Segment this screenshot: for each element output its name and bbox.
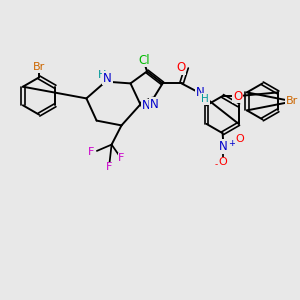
Text: Cl: Cl — [139, 53, 150, 67]
Text: N: N — [219, 140, 228, 153]
Text: +: + — [228, 139, 236, 148]
Text: -: - — [215, 160, 218, 169]
Text: O: O — [219, 157, 228, 167]
Text: N: N — [150, 98, 159, 111]
Text: Br: Br — [286, 96, 298, 106]
Text: H: H — [98, 70, 106, 80]
Text: F: F — [106, 162, 113, 172]
Text: F: F — [88, 147, 95, 158]
Text: O: O — [176, 61, 185, 74]
Text: O: O — [233, 89, 242, 103]
Text: N: N — [141, 99, 150, 112]
Text: Br: Br — [33, 62, 45, 72]
Text: N: N — [195, 86, 204, 100]
Text: H: H — [201, 94, 209, 104]
Text: O: O — [235, 134, 244, 144]
Text: F: F — [118, 153, 125, 164]
Text: N: N — [103, 71, 112, 85]
